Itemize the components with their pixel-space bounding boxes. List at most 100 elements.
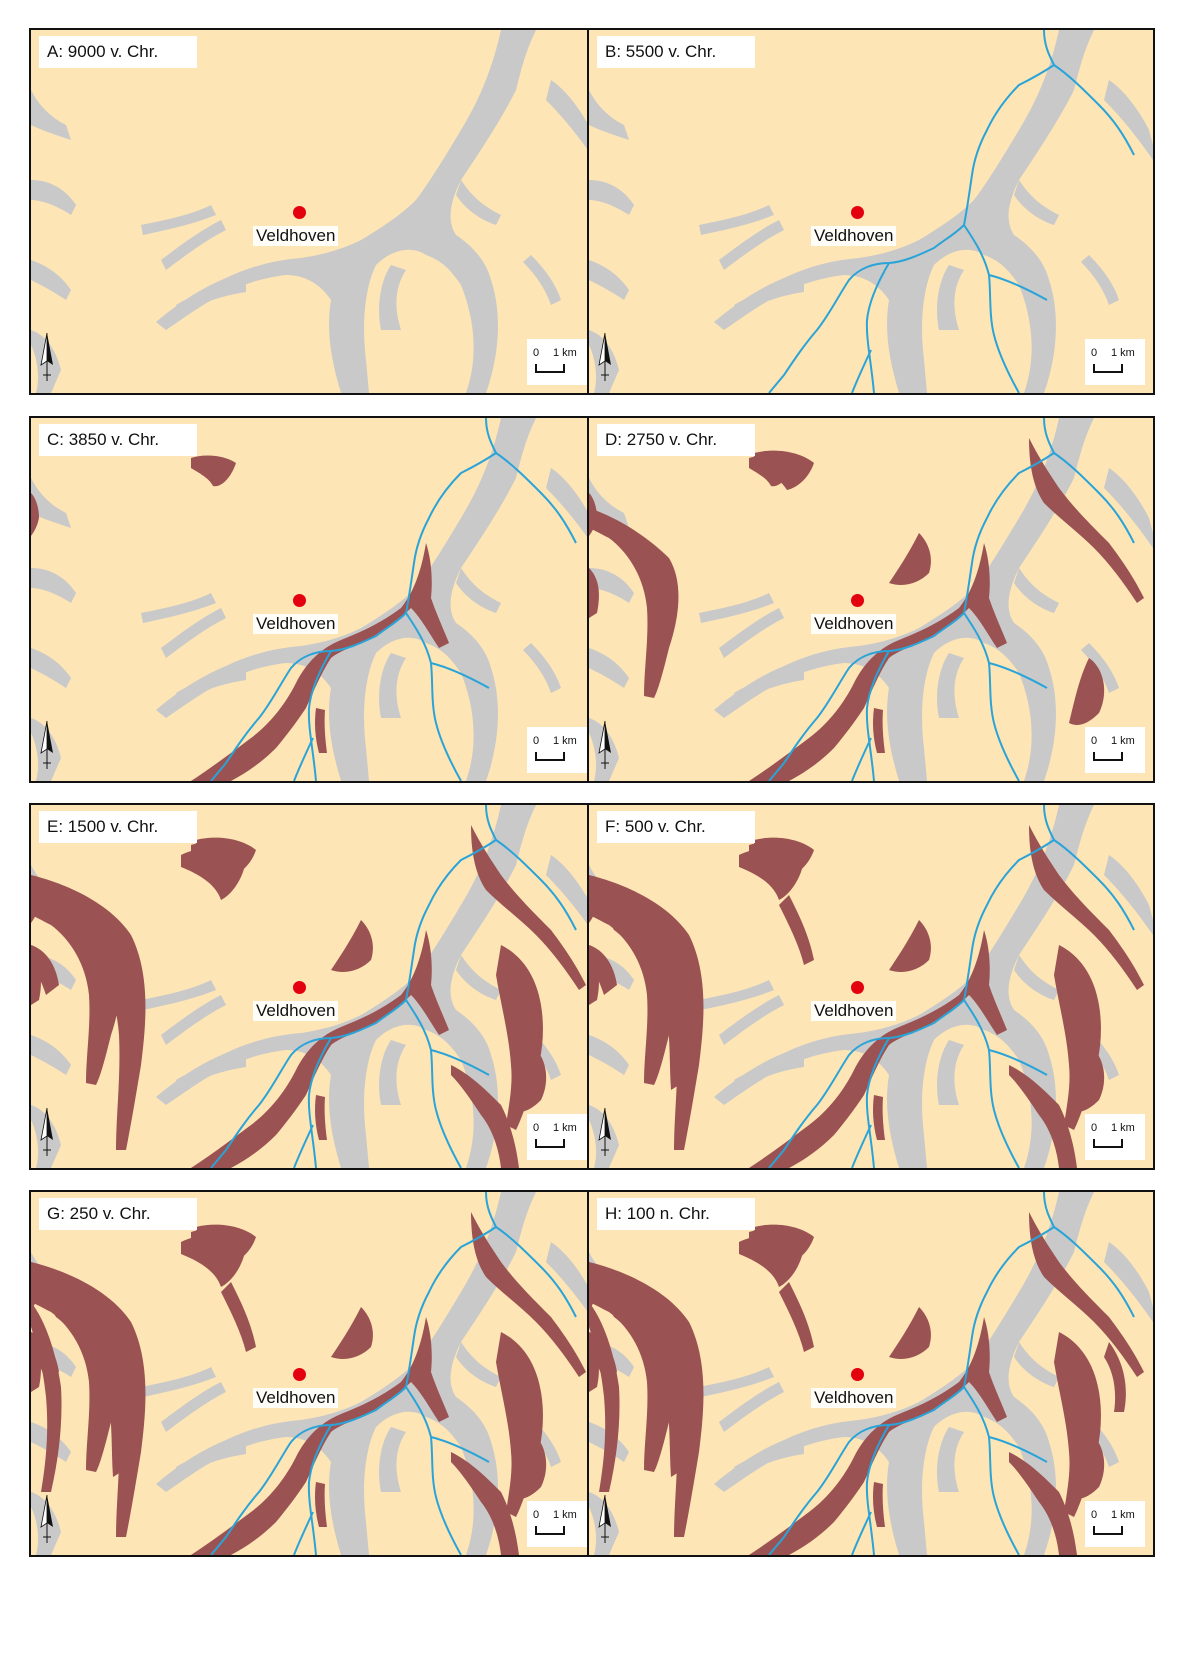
scale-bar-graphic	[535, 364, 565, 373]
stream-line	[495, 839, 577, 931]
stream-line	[963, 224, 1020, 393]
scale-bar: 0 1 km	[1085, 1501, 1145, 1547]
panel-period-label: C: 3850 v. Chr.	[39, 424, 197, 456]
valley-area	[734, 668, 804, 703]
valley-area	[176, 280, 246, 315]
valley-area	[141, 980, 216, 1010]
stream-line	[865, 1037, 890, 1168]
stream-line	[293, 737, 314, 781]
map-panel: H: 100 n. Chr. Veldhoven 0 1 km	[587, 1190, 1155, 1557]
valley-area	[589, 568, 634, 603]
peat-area	[191, 930, 449, 1168]
peat-area	[1104, 1342, 1126, 1412]
place-name-label: Veldhoven	[811, 226, 897, 246]
settlement-marker	[851, 1368, 864, 1381]
valley-area	[734, 1442, 804, 1477]
valley-area	[31, 260, 71, 300]
valley-area	[176, 1442, 246, 1477]
valley-area	[161, 1382, 226, 1432]
valley-area	[1081, 255, 1119, 305]
scale-label-km: 1 km	[1111, 1122, 1135, 1134]
map-panel: B: 5500 v. Chr. Veldhoven 0 1 km	[587, 28, 1155, 395]
peat-area	[31, 1262, 146, 1537]
peat-area	[589, 508, 679, 698]
peat-area	[31, 493, 39, 536]
peat-area	[754, 450, 814, 490]
valley-area	[719, 608, 784, 658]
stream-line	[963, 1386, 1020, 1555]
scale-label-km: 1 km	[1111, 347, 1135, 359]
stream-line	[851, 349, 872, 393]
scale-bar-graphic	[535, 1139, 565, 1148]
peat-area	[1029, 438, 1144, 603]
peat-area	[1054, 945, 1101, 1130]
scale-label-zero: 0	[1091, 347, 1098, 359]
stream-line	[405, 999, 462, 1168]
scale-bar-graphic	[1093, 1526, 1123, 1535]
peat-area	[315, 708, 327, 753]
valley-area	[523, 255, 561, 305]
valley-area	[589, 648, 629, 688]
valley-area	[719, 995, 784, 1045]
north-arrow-icon	[598, 1494, 611, 1543]
peat-area	[331, 920, 373, 972]
peat-area	[739, 1235, 804, 1287]
place-name-label: Veldhoven	[253, 1001, 339, 1021]
scale-label-zero: 0	[1091, 1122, 1098, 1134]
stream-line	[1053, 839, 1135, 931]
stream-line	[495, 452, 577, 544]
scale-bar-graphic	[535, 752, 565, 761]
peat-area	[31, 1302, 62, 1492]
valley-area	[161, 220, 226, 270]
valley-area	[456, 180, 501, 225]
peat-area	[191, 455, 236, 487]
panel-period-label: D: 2750 v. Chr.	[597, 424, 755, 456]
peat-area	[471, 825, 586, 990]
peat-area	[451, 1452, 519, 1555]
peat-area	[1029, 825, 1144, 990]
place-name-label: Veldhoven	[811, 614, 897, 634]
peat-area	[1009, 1452, 1077, 1555]
valley-area	[699, 1367, 774, 1397]
valley-area	[546, 468, 595, 548]
valley-area	[141, 593, 216, 623]
valley-area	[734, 280, 804, 315]
peat-area	[471, 1212, 586, 1377]
place-name-label: Veldhoven	[811, 1388, 897, 1408]
scale-bar: 0 1 km	[527, 1114, 587, 1160]
peat-area	[331, 1307, 373, 1359]
valley-area	[523, 643, 561, 693]
scale-label-zero: 0	[533, 347, 540, 359]
valley-area	[31, 648, 71, 688]
settlement-marker	[293, 206, 306, 219]
peat-area	[873, 1482, 885, 1527]
valley-area	[734, 1055, 804, 1090]
north-arrow-icon	[40, 1107, 53, 1156]
valley-area	[141, 1367, 216, 1397]
peat-area	[496, 1332, 543, 1517]
peat-area	[873, 708, 885, 753]
peat-area	[889, 1307, 931, 1359]
scale-label-km: 1 km	[553, 1122, 577, 1134]
scale-label-km: 1 km	[1111, 735, 1135, 747]
scale-label-km: 1 km	[1111, 1509, 1135, 1521]
valley-area	[1104, 1242, 1153, 1322]
scale-bar: 0 1 km	[527, 727, 587, 773]
stream-line	[963, 612, 1020, 781]
peat-area	[889, 920, 931, 972]
stream-line	[988, 1436, 1048, 1463]
panel-period-label: G: 250 v. Chr.	[39, 1198, 197, 1230]
map-panel: E: 1500 v. Chr. Veldhoven 0 1 km	[29, 803, 597, 1170]
peat-area	[1069, 658, 1105, 725]
peat-area	[749, 930, 1007, 1168]
settlement-marker	[851, 206, 864, 219]
stream-line	[851, 1511, 872, 1555]
peat-area	[181, 848, 246, 900]
peat-area	[779, 1282, 814, 1352]
stream-line	[865, 650, 890, 781]
scale-bar: 0 1 km	[1085, 339, 1145, 385]
valley-area	[31, 568, 76, 603]
stream-line	[851, 737, 872, 781]
scale-bar-graphic	[535, 1526, 565, 1535]
valley-area	[456, 1342, 501, 1387]
